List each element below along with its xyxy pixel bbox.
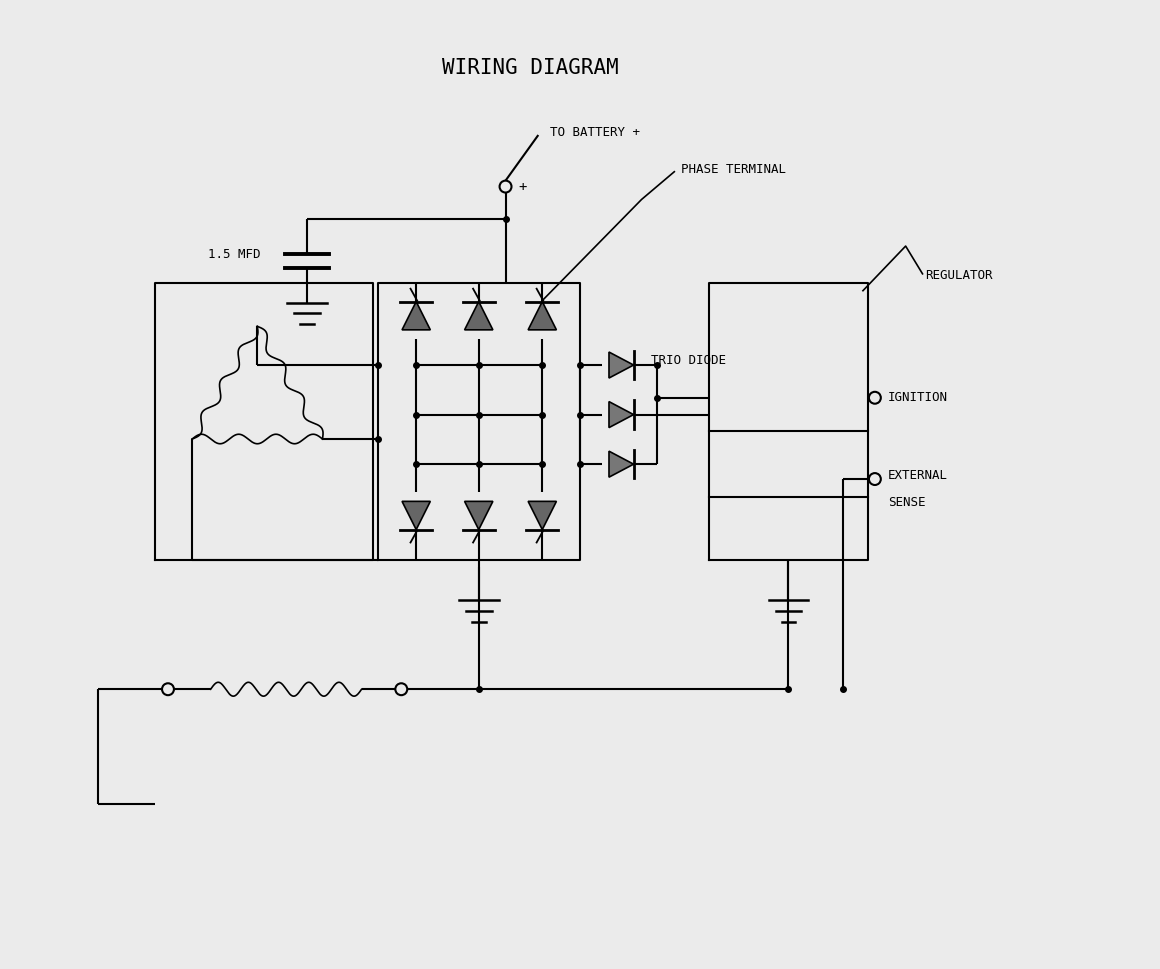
Text: IGNITION: IGNITION [887, 391, 948, 404]
Text: +: + [519, 179, 527, 194]
Text: REGULATOR: REGULATOR [926, 269, 993, 282]
Polygon shape [609, 452, 633, 477]
Polygon shape [465, 501, 493, 530]
Polygon shape [403, 301, 430, 329]
Polygon shape [528, 301, 557, 329]
Text: SENSE: SENSE [887, 496, 926, 510]
Text: EXTERNAL: EXTERNAL [887, 469, 948, 482]
Polygon shape [465, 301, 493, 329]
Text: WIRING DIAGRAM: WIRING DIAGRAM [442, 57, 618, 78]
Text: 1.5 MFD: 1.5 MFD [208, 248, 260, 262]
Polygon shape [528, 501, 557, 530]
Text: PHASE TERMINAL: PHASE TERMINAL [681, 163, 786, 176]
Polygon shape [609, 401, 633, 427]
Polygon shape [403, 501, 430, 530]
Text: TO BATTERY +: TO BATTERY + [550, 126, 640, 139]
Polygon shape [609, 352, 633, 378]
Text: TRIO DIODE: TRIO DIODE [652, 354, 726, 366]
